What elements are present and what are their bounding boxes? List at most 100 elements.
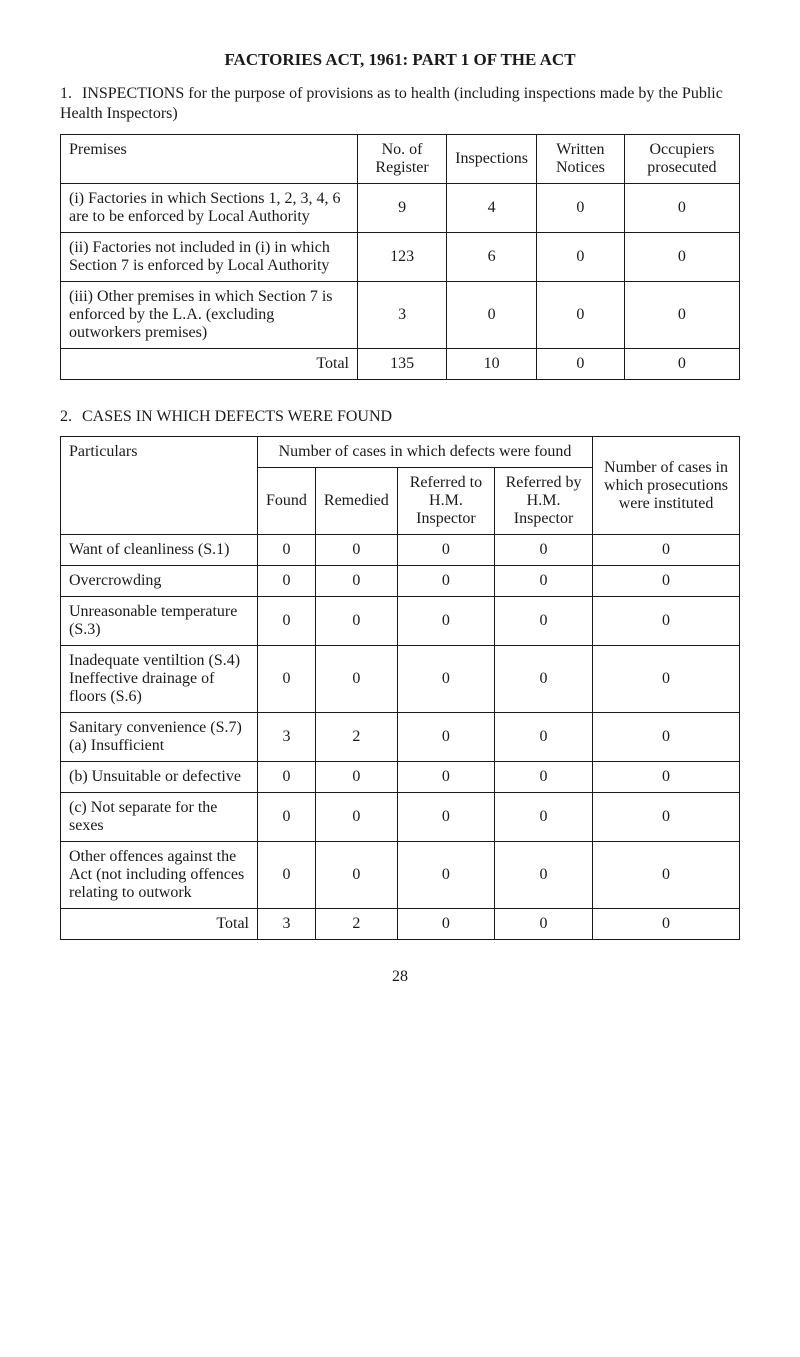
row-label: Want of cleanliness (S.1) [61, 535, 258, 566]
th-referred-by: Referred by H.M. Inspector [495, 468, 593, 535]
th-referred-to: Referred to H.M. Inspector [397, 468, 494, 535]
cell: 0 [593, 842, 740, 909]
cell: 0 [258, 762, 316, 793]
cell: 0 [397, 535, 494, 566]
section2-num: 2. [60, 408, 78, 426]
table2-total-row: Total 3 2 0 0 0 [61, 909, 740, 940]
cell: 0 [593, 909, 740, 940]
section2-heading: 2. CASES IN WHICH DEFECTS WERE FOUND [60, 408, 740, 426]
row-label: Sanitary convenience (S.7) (a) Insuffici… [61, 713, 258, 762]
table1-total-row: Total 135 10 0 0 [61, 349, 740, 380]
total-label: Total [61, 349, 358, 380]
cell: 0 [397, 909, 494, 940]
cell: 0 [397, 793, 494, 842]
section1-intro: 1. INSPECTIONS for the purpose of provis… [60, 84, 740, 124]
cell: 0 [315, 597, 397, 646]
cell: 0 [624, 282, 739, 349]
cell: 0 [397, 597, 494, 646]
cell: 2 [315, 909, 397, 940]
cell: 0 [315, 535, 397, 566]
cell: 0 [624, 349, 739, 380]
inspections-table: Premises No. of Register Inspections Wri… [60, 134, 740, 380]
table-row: Unreasonable tem­perature (S.3) 0 0 0 0 … [61, 597, 740, 646]
table-row: (iii) Other premises in which Section 7 … [61, 282, 740, 349]
th-register: No. of Register [358, 135, 447, 184]
cell: 0 [258, 793, 316, 842]
th-number: Number of cases in which prosecutions we… [593, 437, 740, 535]
cell: 6 [447, 233, 537, 282]
cell: 0 [624, 184, 739, 233]
cell: 0 [593, 597, 740, 646]
cell: 0 [397, 762, 494, 793]
cell: 0 [258, 566, 316, 597]
cell: 0 [495, 909, 593, 940]
table-row: (ii) Factories not included in (i) in wh… [61, 233, 740, 282]
cell: 0 [593, 646, 740, 713]
cell: 0 [258, 842, 316, 909]
cell: 0 [315, 762, 397, 793]
table1-header-row: Premises No. of Register Inspections Wri… [61, 135, 740, 184]
table-row: (i) Factories in which Sections 1, 2, 3,… [61, 184, 740, 233]
th-particulars: Particulars [61, 437, 258, 535]
table-row: Sanitary convenience (S.7) (a) Insuffici… [61, 713, 740, 762]
cell: 0 [315, 842, 397, 909]
total-label: Total [61, 909, 258, 940]
row-label: (iii) Other premises in which Section 7 … [61, 282, 358, 349]
row-label: Overcrowding [61, 566, 258, 597]
cell: 2 [315, 713, 397, 762]
th-written: Written Notices [537, 135, 625, 184]
cell: 9 [358, 184, 447, 233]
th-found: Found [258, 468, 316, 535]
cell: 0 [495, 535, 593, 566]
table-row: Overcrowding 0 0 0 0 0 [61, 566, 740, 597]
cell: 0 [447, 282, 537, 349]
th-inspections: Inspections [447, 135, 537, 184]
cell: 0 [495, 646, 593, 713]
cell: 0 [537, 349, 625, 380]
cell: 0 [593, 713, 740, 762]
cell: 123 [358, 233, 447, 282]
cell: 0 [593, 762, 740, 793]
th-premises: Premises [61, 135, 358, 184]
row-label: (ii) Factories not included in (i) in wh… [61, 233, 358, 282]
cell: 0 [593, 566, 740, 597]
cell: 0 [315, 646, 397, 713]
cell: 0 [495, 713, 593, 762]
table-row: Inadequate ventil­tion (S.4) Ineffective… [61, 646, 740, 713]
th-occupiers: Occupiers prosecuted [624, 135, 739, 184]
cell: 0 [397, 566, 494, 597]
cell: 10 [447, 349, 537, 380]
defects-table: Particulars Number of cases in which def… [60, 436, 740, 940]
cell: 0 [258, 535, 316, 566]
cell: 0 [258, 597, 316, 646]
row-label: Other offences against the Act (not incl… [61, 842, 258, 909]
cell: 0 [397, 842, 494, 909]
row-label: (c) Not separate for the sexes [61, 793, 258, 842]
cell: 0 [315, 793, 397, 842]
page-number: 28 [60, 968, 740, 986]
cell: 0 [495, 566, 593, 597]
row-label: (i) Factories in which Sections 1, 2, 3,… [61, 184, 358, 233]
cell: 0 [495, 793, 593, 842]
cell: 0 [495, 597, 593, 646]
cell: 0 [593, 793, 740, 842]
cell: 135 [358, 349, 447, 380]
row-label: Inadequate ventil­tion (S.4) Ineffective… [61, 646, 258, 713]
cell: 3 [358, 282, 447, 349]
cell: 0 [593, 535, 740, 566]
row-label: (b) Unsuitable or defective [61, 762, 258, 793]
table-row: Want of cleanliness (S.1) 0 0 0 0 0 [61, 535, 740, 566]
cell: 4 [447, 184, 537, 233]
cell: 0 [624, 233, 739, 282]
table2-header-row1: Particulars Number of cases in which def… [61, 437, 740, 468]
th-group: Number of cases in which defects were fo… [258, 437, 593, 468]
table-row: Other offences against the Act (not incl… [61, 842, 740, 909]
cell: 3 [258, 713, 316, 762]
section1-text: INSPECTIONS for the purpose of provision… [60, 85, 723, 122]
th-remedied: Remedied [315, 468, 397, 535]
cell: 0 [537, 282, 625, 349]
section1-num: 1. [60, 84, 78, 104]
table-row: (b) Unsuitable or defective 0 0 0 0 0 [61, 762, 740, 793]
cell: 0 [537, 184, 625, 233]
cell: 0 [258, 646, 316, 713]
